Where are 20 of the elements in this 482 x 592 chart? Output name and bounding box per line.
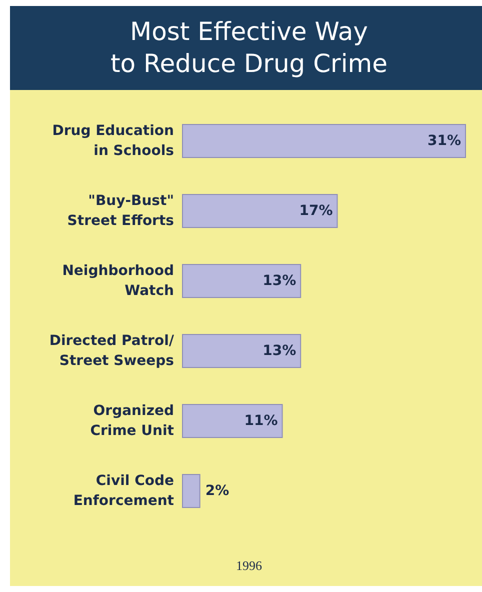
data-label: 31% bbox=[427, 133, 461, 149]
y-tick-label: "Buy-Bust" Street Efforts bbox=[67, 193, 174, 229]
y-tick-label: Civil Code Enforcement bbox=[73, 473, 174, 509]
y-tick-label: Organized Crime Unit bbox=[90, 403, 174, 439]
bar bbox=[182, 264, 302, 298]
data-label: 17% bbox=[299, 203, 333, 219]
data-label: 11% bbox=[244, 413, 278, 429]
text: 1996 bbox=[236, 558, 262, 573]
y-tick-label: Directed Patrol/ Street Sweeps bbox=[49, 333, 175, 369]
data-label: 2% bbox=[205, 483, 230, 499]
bar bbox=[182, 124, 466, 158]
y-tick-label: Neighborhood Watch bbox=[62, 263, 174, 299]
y-tick-label: Drug Education in Schools bbox=[52, 123, 174, 159]
data-label: 13% bbox=[262, 273, 296, 289]
bar bbox=[182, 334, 302, 368]
data-label: 13% bbox=[262, 343, 296, 359]
bar bbox=[182, 404, 283, 438]
bar bbox=[182, 474, 200, 508]
bar bbox=[182, 194, 338, 228]
chart-title: Most Effective Way to Reduce Drug Crime bbox=[10, 6, 482, 90]
